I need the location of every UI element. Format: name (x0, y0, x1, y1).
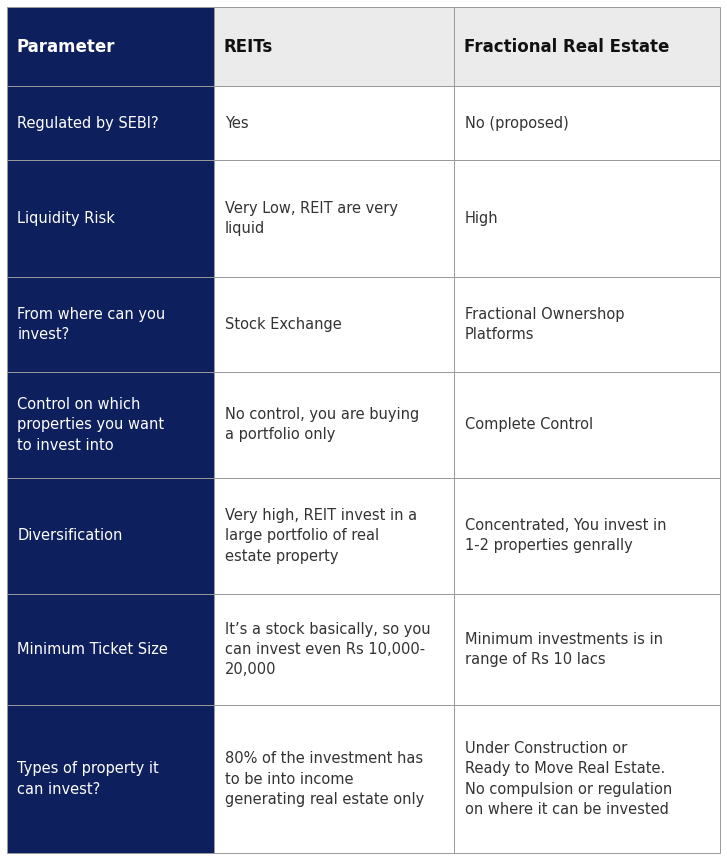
Text: Complete Control: Complete Control (465, 417, 593, 433)
Text: REITs: REITs (224, 38, 273, 56)
Text: Yes: Yes (225, 116, 248, 131)
Text: Liquidity Risk: Liquidity Risk (17, 211, 116, 226)
Bar (214, 277, 454, 372)
Bar (214, 705, 454, 853)
Bar (454, 277, 720, 372)
Bar (214, 86, 454, 160)
Text: Stock Exchange: Stock Exchange (225, 316, 342, 332)
Text: Types of property it
can invest?: Types of property it can invest? (17, 761, 159, 796)
Bar (454, 594, 720, 705)
Text: 80% of the investment has
to be into income
generating real estate only: 80% of the investment has to be into inc… (225, 751, 424, 807)
Text: Diversification: Diversification (17, 528, 123, 544)
Text: Very Low, REIT are very
liquid: Very Low, REIT are very liquid (225, 200, 398, 237)
Bar (7, 372, 214, 477)
Text: Parameter: Parameter (17, 38, 115, 56)
Bar (214, 7, 454, 86)
Bar (454, 7, 720, 86)
Text: It’s a stock basically, so you
can invest even Rs 10,000-
20,000: It’s a stock basically, so you can inves… (225, 622, 430, 678)
Text: Fractional Real Estate: Fractional Real Estate (464, 38, 669, 56)
Bar (214, 594, 454, 705)
Bar (7, 594, 214, 705)
Text: Minimum investments is in
range of Rs 10 lacs: Minimum investments is in range of Rs 10… (465, 632, 662, 667)
Bar (7, 277, 214, 372)
Text: From where can you
invest?: From where can you invest? (17, 306, 166, 342)
Bar (454, 705, 720, 853)
Text: Regulated by SEBI?: Regulated by SEBI? (17, 116, 159, 131)
Text: Fractional Ownershop
Platforms: Fractional Ownershop Platforms (465, 306, 624, 342)
Text: High: High (465, 211, 498, 226)
Bar (454, 372, 720, 477)
Bar (454, 86, 720, 160)
Bar (7, 705, 214, 853)
Text: Under Construction or
Ready to Move Real Estate.
No compulsion or regulation
on : Under Construction or Ready to Move Real… (465, 741, 672, 817)
Text: Very high, REIT invest in a
large portfolio of real
estate property: Very high, REIT invest in a large portfo… (225, 508, 417, 563)
Bar (7, 7, 214, 86)
Bar (7, 86, 214, 160)
Bar (454, 477, 720, 594)
Text: Concentrated, You invest in
1-2 properties genrally: Concentrated, You invest in 1-2 properti… (465, 518, 666, 554)
Bar (214, 160, 454, 277)
Text: Control on which
properties you want
to invest into: Control on which properties you want to … (17, 396, 164, 452)
Bar (214, 477, 454, 594)
Bar (454, 160, 720, 277)
Bar (7, 477, 214, 594)
Text: Minimum Ticket Size: Minimum Ticket Size (17, 642, 169, 657)
Bar (7, 160, 214, 277)
Bar (214, 372, 454, 477)
Text: No (proposed): No (proposed) (465, 116, 569, 131)
Text: No control, you are buying
a portfolio only: No control, you are buying a portfolio o… (225, 407, 419, 442)
